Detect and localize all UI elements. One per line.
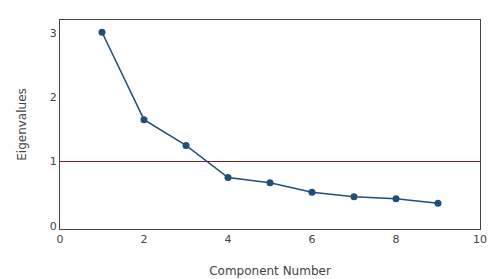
svg-text:0: 0 xyxy=(57,233,64,246)
svg-text:Eigenvalues: Eigenvalues xyxy=(15,88,29,161)
svg-text:8: 8 xyxy=(393,233,400,246)
svg-text:1: 1 xyxy=(50,155,57,168)
svg-text:3: 3 xyxy=(50,27,57,40)
svg-text:4: 4 xyxy=(225,233,232,246)
svg-text:0: 0 xyxy=(50,220,57,233)
svg-text:2: 2 xyxy=(50,91,57,104)
svg-text:10: 10 xyxy=(473,233,487,246)
svg-text:6: 6 xyxy=(309,233,316,246)
svg-text:Component Number: Component Number xyxy=(209,264,331,278)
svg-text:2: 2 xyxy=(141,233,148,246)
